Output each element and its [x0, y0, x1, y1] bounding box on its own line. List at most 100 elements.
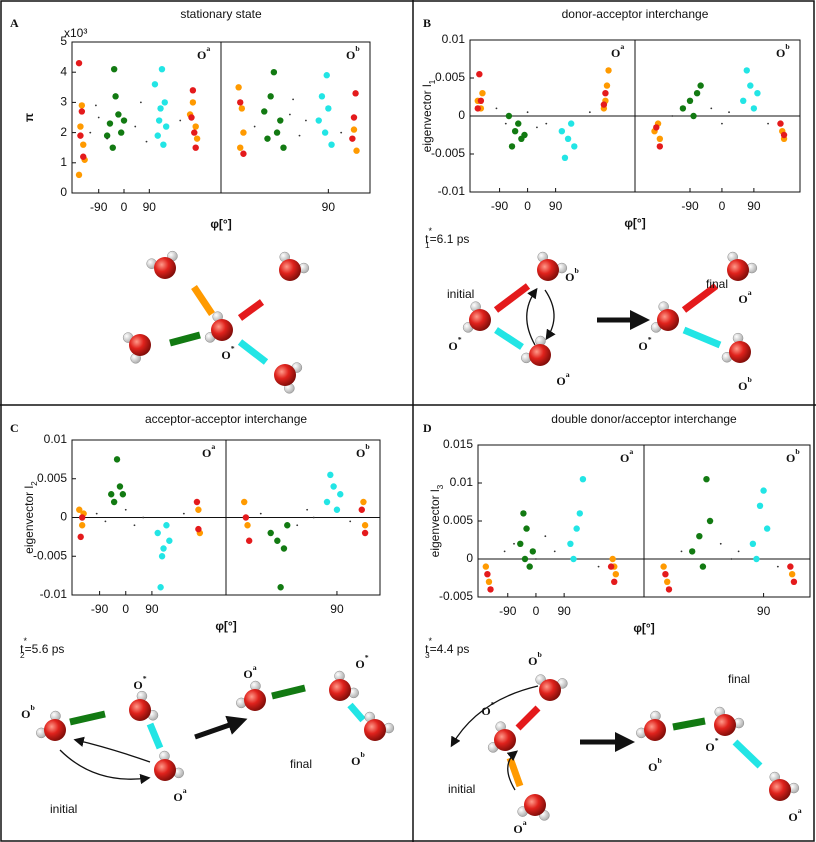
- atom-label-part: a: [523, 818, 527, 827]
- point: [284, 522, 290, 528]
- overlay-label-part: O: [346, 48, 355, 62]
- point: [744, 67, 750, 73]
- point: [121, 117, 127, 123]
- point: [697, 82, 703, 88]
- point: [134, 126, 136, 128]
- overlay-label: Oa: [202, 442, 215, 460]
- point: [484, 571, 490, 577]
- point: [152, 81, 158, 87]
- atom-label: O*: [221, 344, 234, 362]
- atom-label-part: *: [458, 335, 462, 344]
- point: [195, 526, 201, 532]
- point: [476, 71, 482, 77]
- point: [260, 513, 262, 515]
- x-tick-label: 0: [122, 602, 129, 616]
- point: [118, 129, 124, 135]
- caption: t*2=5.6 ps: [20, 636, 64, 660]
- point: [277, 117, 283, 123]
- point: [567, 541, 573, 547]
- point: [349, 135, 355, 141]
- point: [296, 524, 298, 526]
- x-tick-label: 90: [757, 604, 771, 618]
- atom-label-part: O: [448, 339, 457, 353]
- point: [520, 510, 526, 516]
- hbond: [240, 342, 266, 362]
- panel-letter: B: [423, 16, 431, 30]
- overlay-label-part: O: [356, 446, 365, 460]
- oxygen: [524, 794, 546, 816]
- panel-title: donor-acceptor interchange: [562, 7, 709, 21]
- point: [194, 499, 200, 505]
- point: [565, 136, 571, 142]
- atom-label-part: b: [575, 266, 580, 275]
- point: [264, 135, 270, 141]
- point: [155, 530, 161, 536]
- point: [526, 563, 532, 569]
- hbond: [510, 758, 520, 786]
- caption-part: =4.4 ps: [430, 642, 470, 656]
- atom-label-part: O: [648, 760, 657, 774]
- point: [791, 579, 797, 585]
- y-tick-label: 0.01: [442, 32, 466, 46]
- state-label: initial: [447, 287, 474, 301]
- atom-label-part: b: [538, 650, 543, 659]
- atom-label-part: *: [143, 674, 147, 683]
- point: [353, 148, 359, 154]
- atom-label: Oa: [788, 806, 801, 824]
- point: [192, 123, 198, 129]
- point: [235, 84, 241, 90]
- point: [334, 507, 340, 513]
- y-scale: x10³: [64, 26, 87, 40]
- point: [240, 129, 246, 135]
- atom-label-part: O: [481, 704, 490, 718]
- point: [155, 132, 161, 138]
- point: [666, 586, 672, 592]
- state-label: final: [728, 672, 750, 686]
- point: [517, 541, 523, 547]
- point: [483, 563, 489, 569]
- point: [781, 132, 787, 138]
- point: [351, 126, 357, 132]
- atom-label-part: O: [738, 292, 747, 306]
- x-tick-label: 90: [747, 199, 761, 213]
- point: [789, 571, 795, 577]
- point: [696, 533, 702, 539]
- atom-label: O*: [355, 653, 368, 671]
- atom-label-part: O: [221, 348, 230, 362]
- atom-label: Ob: [565, 266, 579, 284]
- oxygen: [769, 779, 791, 801]
- point: [720, 543, 722, 545]
- atom-label: Ob: [351, 750, 365, 768]
- y-tick-label: -0.01: [438, 184, 466, 198]
- x-tick-label: 0: [533, 604, 540, 618]
- point: [515, 120, 521, 126]
- point: [522, 556, 528, 562]
- atom-label-part: *: [231, 344, 235, 353]
- y-tick-label: 0.005: [435, 70, 465, 84]
- point: [544, 535, 546, 537]
- hbond: [150, 724, 160, 748]
- point: [657, 136, 663, 142]
- x-tick-label: 90: [330, 602, 344, 616]
- point: [754, 90, 760, 96]
- oxygen: [729, 341, 751, 363]
- point: [568, 120, 574, 126]
- point: [496, 108, 498, 110]
- point: [190, 87, 196, 93]
- caption: t*1=6.1 ps: [425, 226, 469, 250]
- y-axis-label-part: eigenvector l: [420, 84, 434, 152]
- swap-arrow: [76, 740, 150, 762]
- hbond: [240, 302, 262, 318]
- atom-label: Oa: [738, 288, 751, 306]
- point: [111, 66, 117, 72]
- point: [292, 98, 294, 100]
- point: [536, 127, 538, 129]
- point: [274, 129, 280, 135]
- point: [111, 499, 117, 505]
- point: [662, 571, 668, 577]
- y-axis-label-part: 1: [427, 79, 437, 84]
- oxygen: [469, 309, 491, 331]
- point: [190, 99, 196, 105]
- atom-label: Ob: [738, 375, 752, 393]
- point: [757, 503, 763, 509]
